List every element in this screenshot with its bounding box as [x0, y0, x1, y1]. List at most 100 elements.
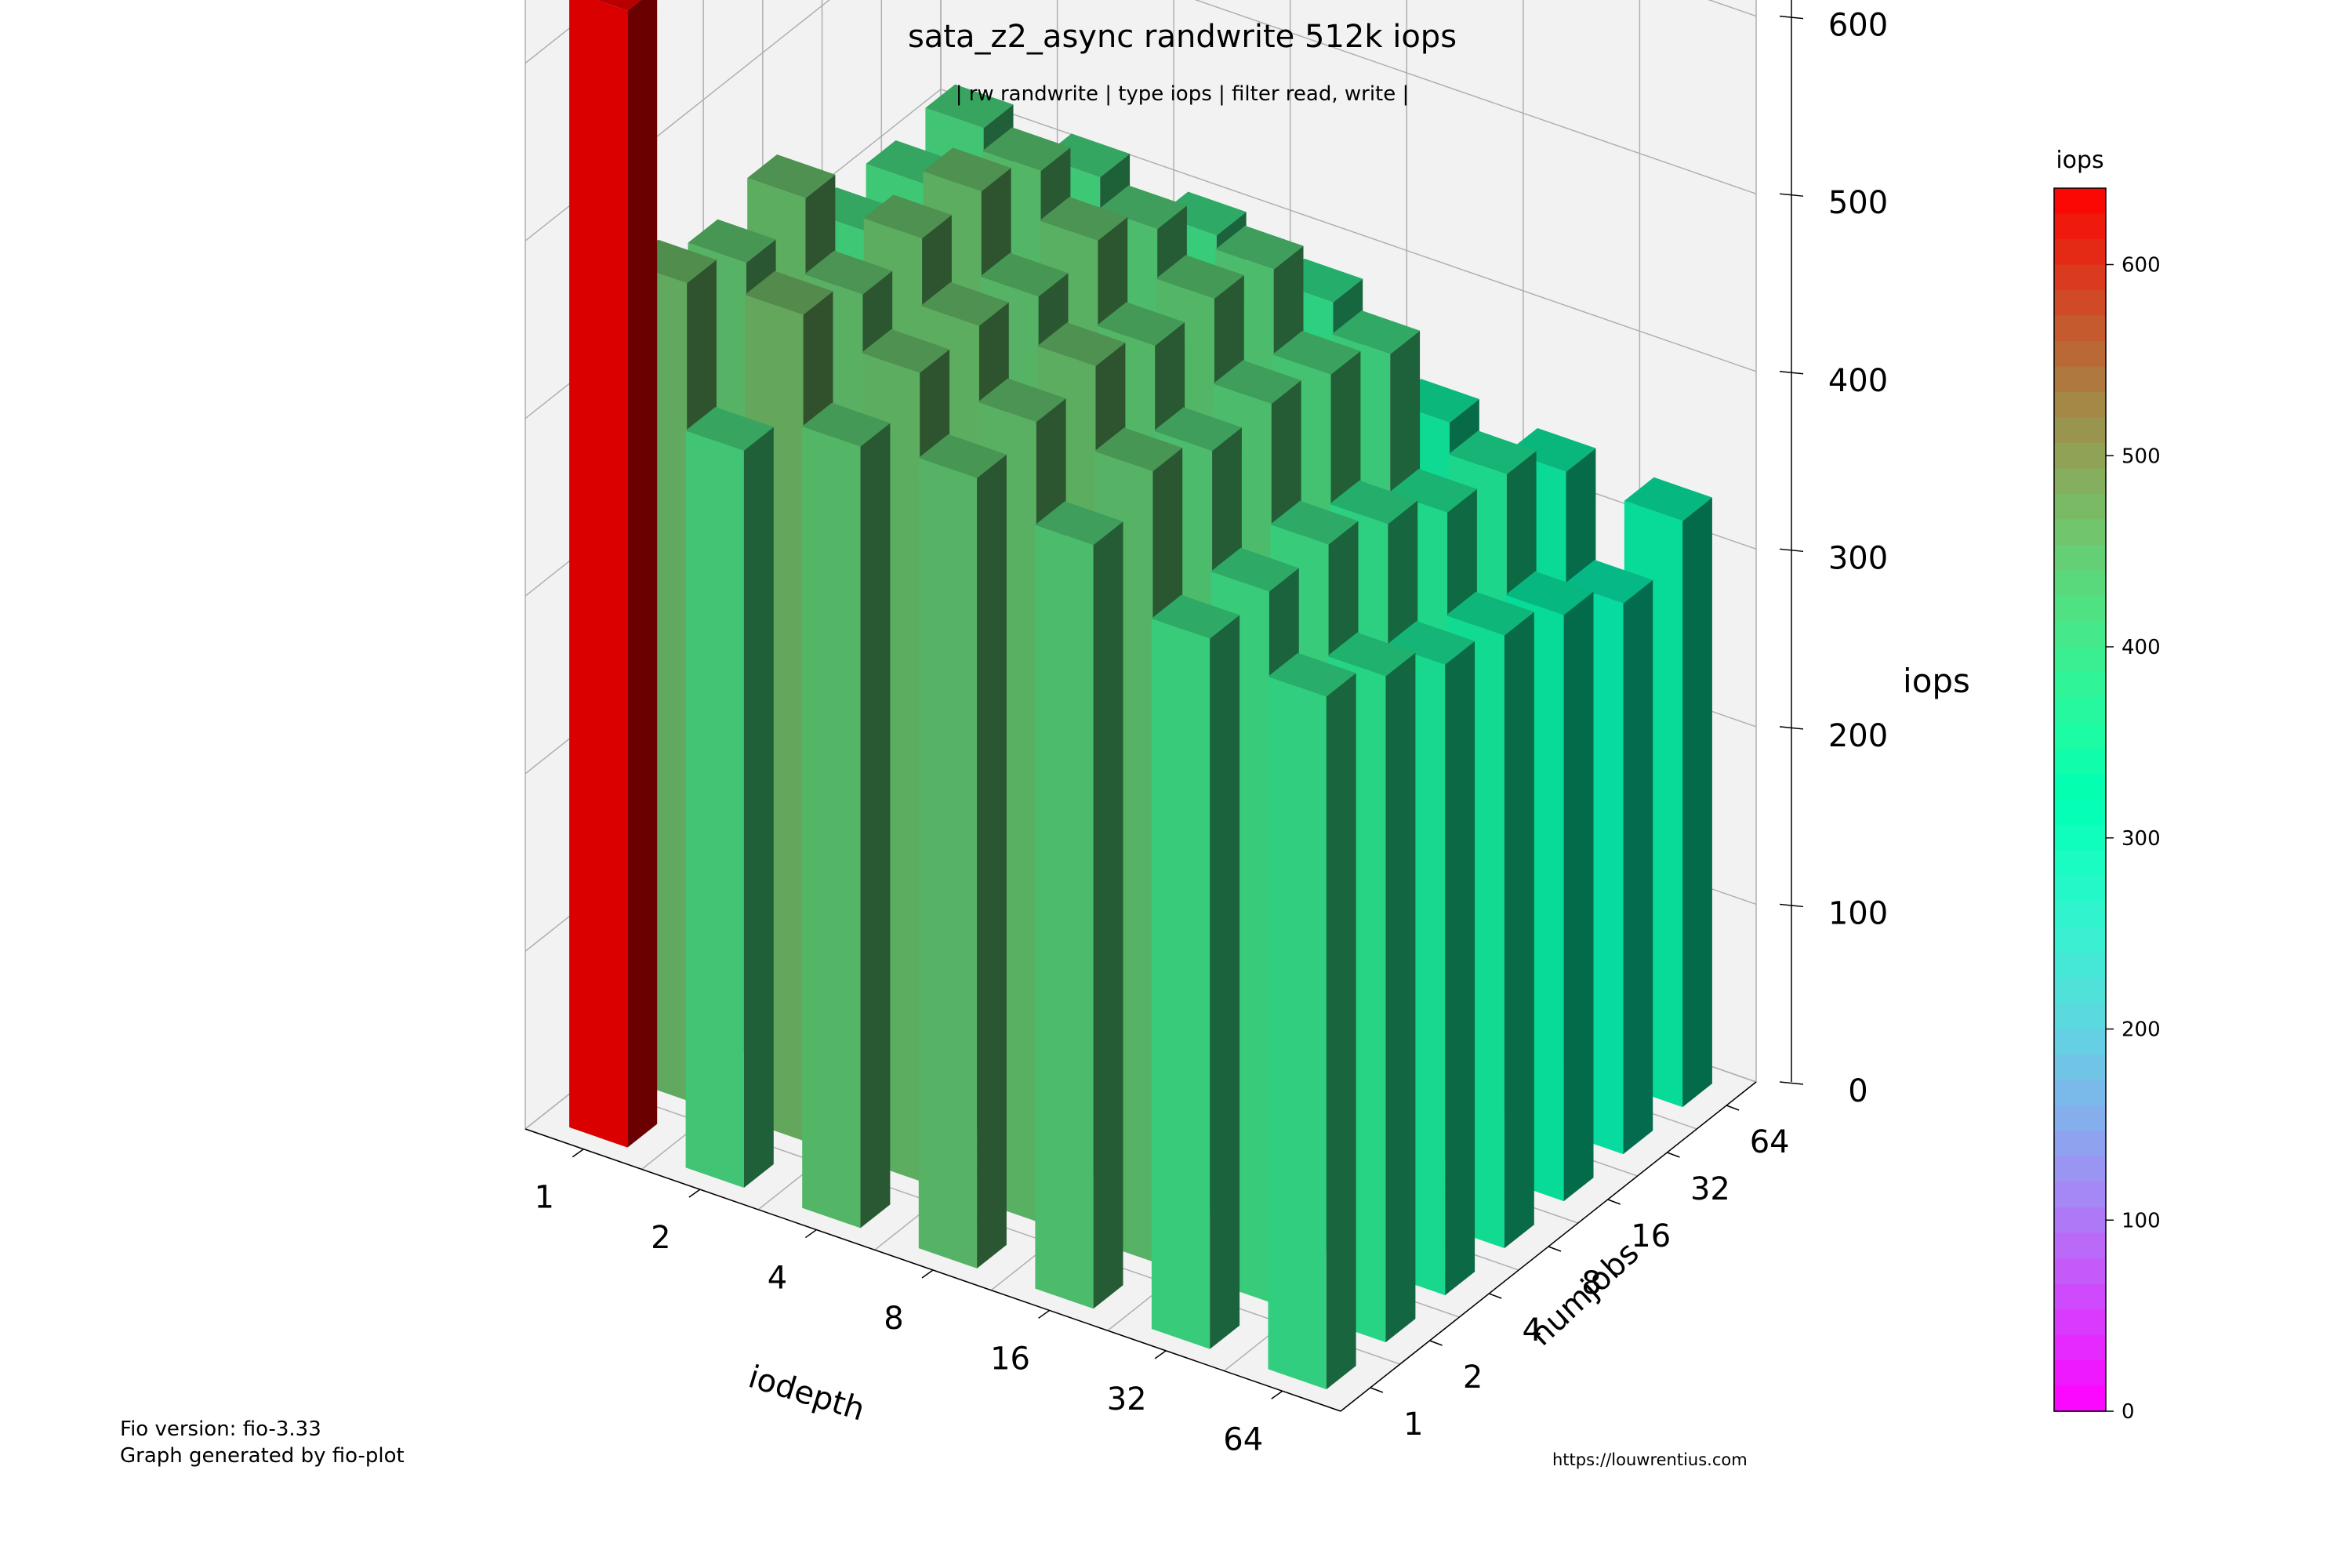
z-tick [1779, 371, 1804, 375]
colorbar-tick-label: 600 [2122, 254, 2161, 278]
y-tick [1667, 1152, 1680, 1158]
x-tick [804, 1229, 817, 1239]
colorbar-step [2054, 876, 2106, 902]
bar-side-face [1682, 497, 1712, 1108]
bar-top-face [1270, 500, 1359, 545]
colorbar-tick-label: 200 [2122, 1018, 2161, 1042]
colorbar-step [2054, 417, 2106, 444]
x-tick [688, 1189, 701, 1198]
chart-subtitle: | rw randwrite | type iops | filter read… [956, 82, 1410, 106]
bar-top-face [1446, 591, 1534, 636]
bar-side-face [1504, 612, 1534, 1249]
colorbar-step [2054, 239, 2106, 266]
bar-front-face [685, 430, 744, 1188]
x-tick-label: 8 [884, 1301, 903, 1337]
bar-top-face [1156, 255, 1244, 299]
x-tick-label: 64 [1223, 1421, 1263, 1457]
colorbar-step [2054, 1080, 2106, 1106]
colorbar-step [2054, 825, 2106, 851]
y-tick-label: 8 [1581, 1265, 1601, 1301]
colorbar-step [2054, 1181, 2106, 1208]
bar-top-face [1330, 480, 1418, 524]
z-tick-label: 600 [1828, 8, 1888, 44]
colorbar-step [2054, 519, 2106, 546]
colorbar-step [2054, 749, 2106, 775]
z-tick [1779, 548, 1804, 553]
bar-top-face [597, 0, 641, 11]
colorbar-step [2054, 545, 2106, 572]
generator-text: Graph generated by fio-plot [120, 1444, 405, 1468]
colorbar-tick-label: 400 [2122, 636, 2161, 659]
z-tick [1779, 726, 1804, 730]
colorbar-step [2054, 851, 2106, 877]
colorbar-step [2054, 264, 2106, 291]
bar-side-face [1563, 591, 1594, 1202]
x-tick-label: 2 [651, 1220, 670, 1256]
x-tick-label: 4 [768, 1261, 787, 1297]
z-tick-label: 300 [1828, 540, 1888, 576]
colorbar-step [2054, 1232, 2106, 1259]
bar-front-face [918, 457, 978, 1269]
bar-front-face [569, 0, 628, 1148]
colorbar-step [2054, 1309, 2106, 1336]
colorbar-step [2054, 774, 2106, 800]
z-axis-label: iops [1903, 662, 1970, 700]
colorbar-step [2054, 1131, 2106, 1157]
bar-side-face [1385, 652, 1416, 1343]
colorbar-step [2054, 290, 2106, 317]
axes: 1 2 4 8 16 32 64 1 2 4 8 16 32 64 0 100 200 300 400 500 600 [524, 0, 1888, 1457]
source-url[interactable]: https://louwrentius.com [1552, 1450, 1748, 1469]
colorbar-step [2054, 672, 2106, 699]
colorbar-tick-label: 100 [2122, 1209, 2161, 1232]
x-tick [572, 1149, 584, 1158]
bar [685, 407, 774, 1188]
colorbar-step [2054, 1258, 2106, 1285]
bar-top-face [1272, 331, 1361, 375]
colorbar-tick-label: 0 [2122, 1400, 2135, 1424]
bar-top-face [802, 402, 891, 447]
bar-top-face [978, 378, 1066, 423]
colorbar-step [2054, 1156, 2106, 1183]
colorbar-step [2054, 978, 2106, 1004]
y-tick [1607, 1199, 1621, 1205]
colorbar-step [2054, 621, 2106, 648]
x-tick [921, 1269, 934, 1279]
x-axis-label: iodepth [744, 1359, 869, 1428]
bar-top-face [804, 250, 893, 295]
colorbar-frame [2053, 187, 2107, 1412]
colorbar-tick-label: 500 [2122, 445, 2161, 468]
colorbar-label: iops [2056, 147, 2103, 174]
bar [569, 0, 658, 1148]
colorbar-step [2054, 1360, 2106, 1387]
bar-front-face [1035, 524, 1094, 1309]
bar-top-face [1037, 322, 1126, 366]
bar-top-face [1448, 430, 1537, 475]
colorbar-step [2054, 698, 2106, 724]
colorbar-step [2054, 341, 2106, 368]
bar-side-face [627, 0, 658, 1148]
bar-top-face [688, 219, 776, 263]
bar-top-face [920, 281, 1009, 326]
chart-title: sata_z2_async randwrite 512k iops [908, 19, 1457, 55]
bar-top-face [982, 127, 1071, 172]
bar-top-face [923, 147, 1011, 192]
z-tick [1779, 1081, 1804, 1085]
y-tick [1370, 1387, 1384, 1393]
x-tick-label: 1 [535, 1180, 554, 1216]
bar-top-face [1096, 302, 1185, 346]
bar-top-face [1151, 594, 1240, 639]
y-tick [1726, 1105, 1740, 1111]
colorbar-step [2054, 1385, 2106, 1412]
bar-top-face [1158, 191, 1247, 236]
bar-top-face [1388, 469, 1477, 513]
bar-top-face [1565, 560, 1653, 604]
bar-top-face [863, 194, 952, 239]
colorbar-step [2054, 188, 2106, 215]
bar-side-face [1623, 579, 1653, 1155]
colorbar-step [2054, 1207, 2106, 1234]
bar-top-face [1098, 185, 1187, 230]
z-tick-label: 0 [1848, 1073, 1867, 1109]
colorbar-step [2054, 902, 2106, 928]
bar-side-face [1326, 673, 1356, 1390]
bar [1151, 594, 1240, 1349]
